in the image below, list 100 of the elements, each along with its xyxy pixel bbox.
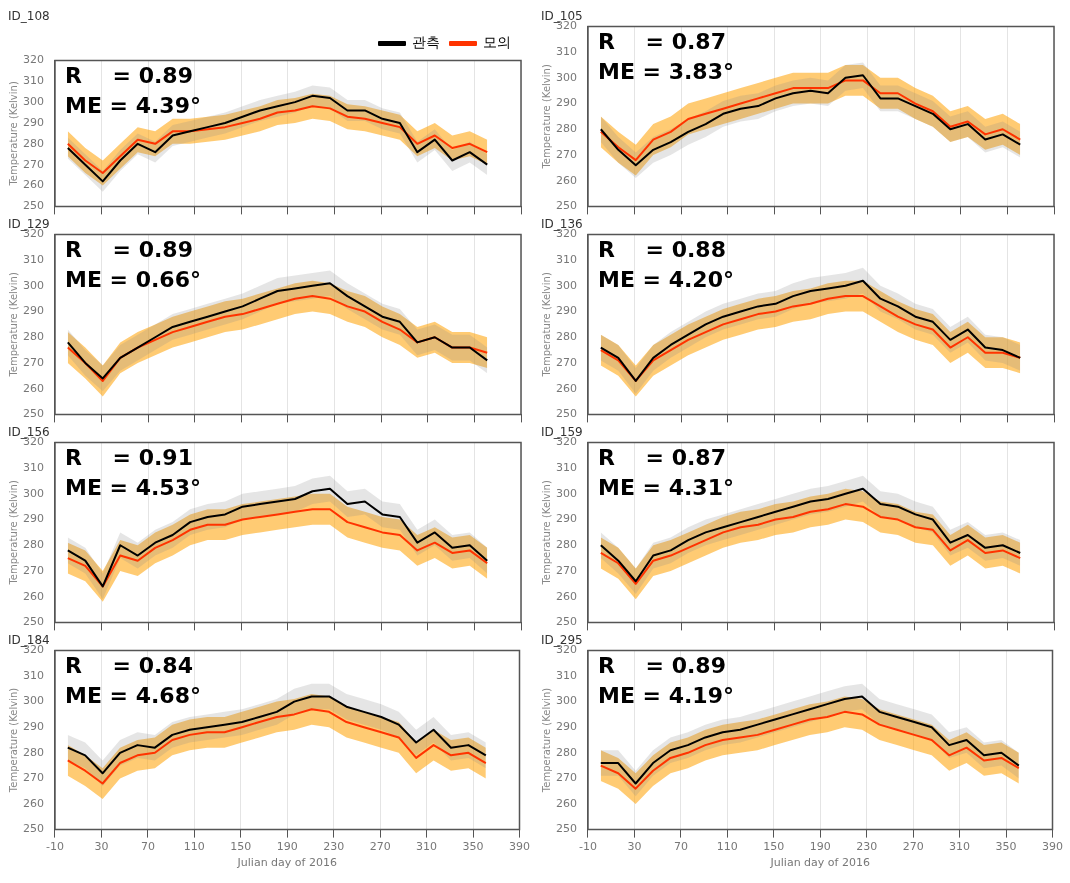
y-tick-label: 250 <box>23 615 44 629</box>
chart-title: ID_295 <box>541 633 583 648</box>
y-axis-title: Temperature (Kelvin) <box>7 81 19 187</box>
y-tick-label: 270 <box>23 355 44 369</box>
y-tick-label: 290 <box>556 720 577 734</box>
x-axis-title: Julian day of 2016 <box>236 856 337 870</box>
y-axis-title: Temperature (Kelvin) <box>540 272 552 378</box>
chart-title: ID_156 <box>8 425 50 440</box>
y-tick-label: 310 <box>556 668 577 682</box>
y-tick-label: 260 <box>23 381 44 395</box>
y-axis-title: Temperature (Kelvin) <box>7 687 19 794</box>
chart-title: ID_136 <box>541 217 583 232</box>
x-tick-label: 270 <box>902 840 924 854</box>
y-tick-label: 250 <box>556 407 577 421</box>
y-tick-label: 280 <box>23 136 44 150</box>
y-tick-label: 290 <box>23 512 44 526</box>
y-tick-label: 250 <box>556 822 577 836</box>
y-axis-title: Temperature (Kelvin) <box>540 480 552 586</box>
annotation: ME = 4.53° <box>65 475 201 501</box>
y-tick-label: 310 <box>556 460 577 474</box>
x-tick-label: 390 <box>509 840 530 854</box>
annotation: R = 0.88 <box>598 237 726 263</box>
x-tick-label: 230 <box>856 840 878 854</box>
annotation: R = 0.89 <box>65 63 193 89</box>
y-tick-label: 260 <box>23 589 44 603</box>
x-tick-label: 70 <box>140 840 155 854</box>
x-tick-label: 30 <box>627 840 642 854</box>
x-tick-label: -10 <box>46 840 64 854</box>
chart-title: ID_184 <box>8 633 50 648</box>
y-tick-label: 280 <box>556 745 577 759</box>
y-axis-title: Temperature (Kelvin) <box>7 480 19 586</box>
annotation: ME = 4.31° <box>598 475 734 501</box>
annotation: R = 0.87 <box>598 445 726 471</box>
x-tick-label: 190 <box>809 840 831 854</box>
y-tick-label: 250 <box>23 822 44 836</box>
y-tick-label: 250 <box>556 199 577 213</box>
x-tick-label: 390 <box>1042 840 1063 854</box>
y-tick-label: 300 <box>23 94 44 108</box>
x-tick-label: 70 <box>673 840 688 854</box>
y-tick-label: 280 <box>556 122 577 136</box>
y-axis-title: Temperature (Kelvin) <box>7 272 19 378</box>
annotation: ME = 3.83° <box>598 59 734 85</box>
y-tick-label: 300 <box>556 694 577 708</box>
y-tick-label: 270 <box>23 771 44 785</box>
y-tick-label: 300 <box>556 486 577 500</box>
y-tick-label: 320 <box>23 53 44 67</box>
y-tick-label: 290 <box>556 96 577 110</box>
y-tick-label: 300 <box>556 278 577 292</box>
y-tick-label: 290 <box>23 720 44 734</box>
x-tick-label: 30 <box>94 840 109 854</box>
annotation: R = 0.84 <box>65 653 193 679</box>
y-tick-label: 310 <box>23 74 44 88</box>
x-tick-label: 310 <box>416 840 438 854</box>
x-tick-label: 110 <box>183 840 205 854</box>
y-tick-label: 290 <box>23 304 44 318</box>
y-tick-label: 270 <box>556 771 577 785</box>
y-tick-label: 280 <box>556 538 577 552</box>
x-tick-label: 230 <box>323 840 345 854</box>
y-tick-label: 280 <box>23 538 44 552</box>
y-tick-label: 310 <box>23 668 44 682</box>
y-tick-label: 310 <box>23 460 44 474</box>
y-tick-label: 270 <box>23 563 44 577</box>
annotation: ME = 4.68° <box>65 683 201 709</box>
annotation: ME = 4.19° <box>598 683 734 709</box>
x-tick-label: 150 <box>763 840 785 854</box>
legend-label: 관측 <box>412 34 440 51</box>
annotation: R = 0.87 <box>598 29 726 55</box>
y-tick-label: 270 <box>556 147 577 161</box>
y-tick-label: 290 <box>556 304 577 318</box>
y-tick-label: 260 <box>556 381 577 395</box>
y-tick-label: 280 <box>23 745 44 759</box>
y-tick-label: 260 <box>23 796 44 810</box>
y-tick-label: 290 <box>23 115 44 129</box>
y-tick-label: 260 <box>556 796 577 810</box>
y-tick-label: 260 <box>556 589 577 603</box>
chart-title: ID_105 <box>541 9 583 24</box>
annotation: R = 0.89 <box>598 653 726 679</box>
y-tick-label: 260 <box>23 178 44 192</box>
y-tick-label: 300 <box>23 486 44 500</box>
y-tick-label: 250 <box>23 407 44 421</box>
y-tick-label: 270 <box>556 563 577 577</box>
annotation: R = 0.89 <box>65 237 193 263</box>
y-tick-label: 310 <box>23 252 44 266</box>
chart-title: ID_108 <box>8 9 50 24</box>
x-tick-label: 150 <box>230 840 252 854</box>
y-tick-label: 250 <box>23 199 44 213</box>
y-axis-title: Temperature (Kelvin) <box>540 64 552 170</box>
y-tick-label: 280 <box>556 330 577 344</box>
y-tick-label: 290 <box>556 512 577 526</box>
y-tick-label: 280 <box>23 330 44 344</box>
y-tick-label: 310 <box>556 44 577 58</box>
y-tick-label: 300 <box>556 70 577 84</box>
y-tick-label: 300 <box>23 694 44 708</box>
y-tick-label: 260 <box>556 173 577 187</box>
x-tick-label: 350 <box>995 840 1017 854</box>
x-tick-label: 190 <box>276 840 298 854</box>
annotation: R = 0.91 <box>65 445 193 471</box>
x-tick-label: 350 <box>462 840 484 854</box>
y-tick-label: 300 <box>23 278 44 292</box>
y-axis-title: Temperature (Kelvin) <box>540 687 552 794</box>
